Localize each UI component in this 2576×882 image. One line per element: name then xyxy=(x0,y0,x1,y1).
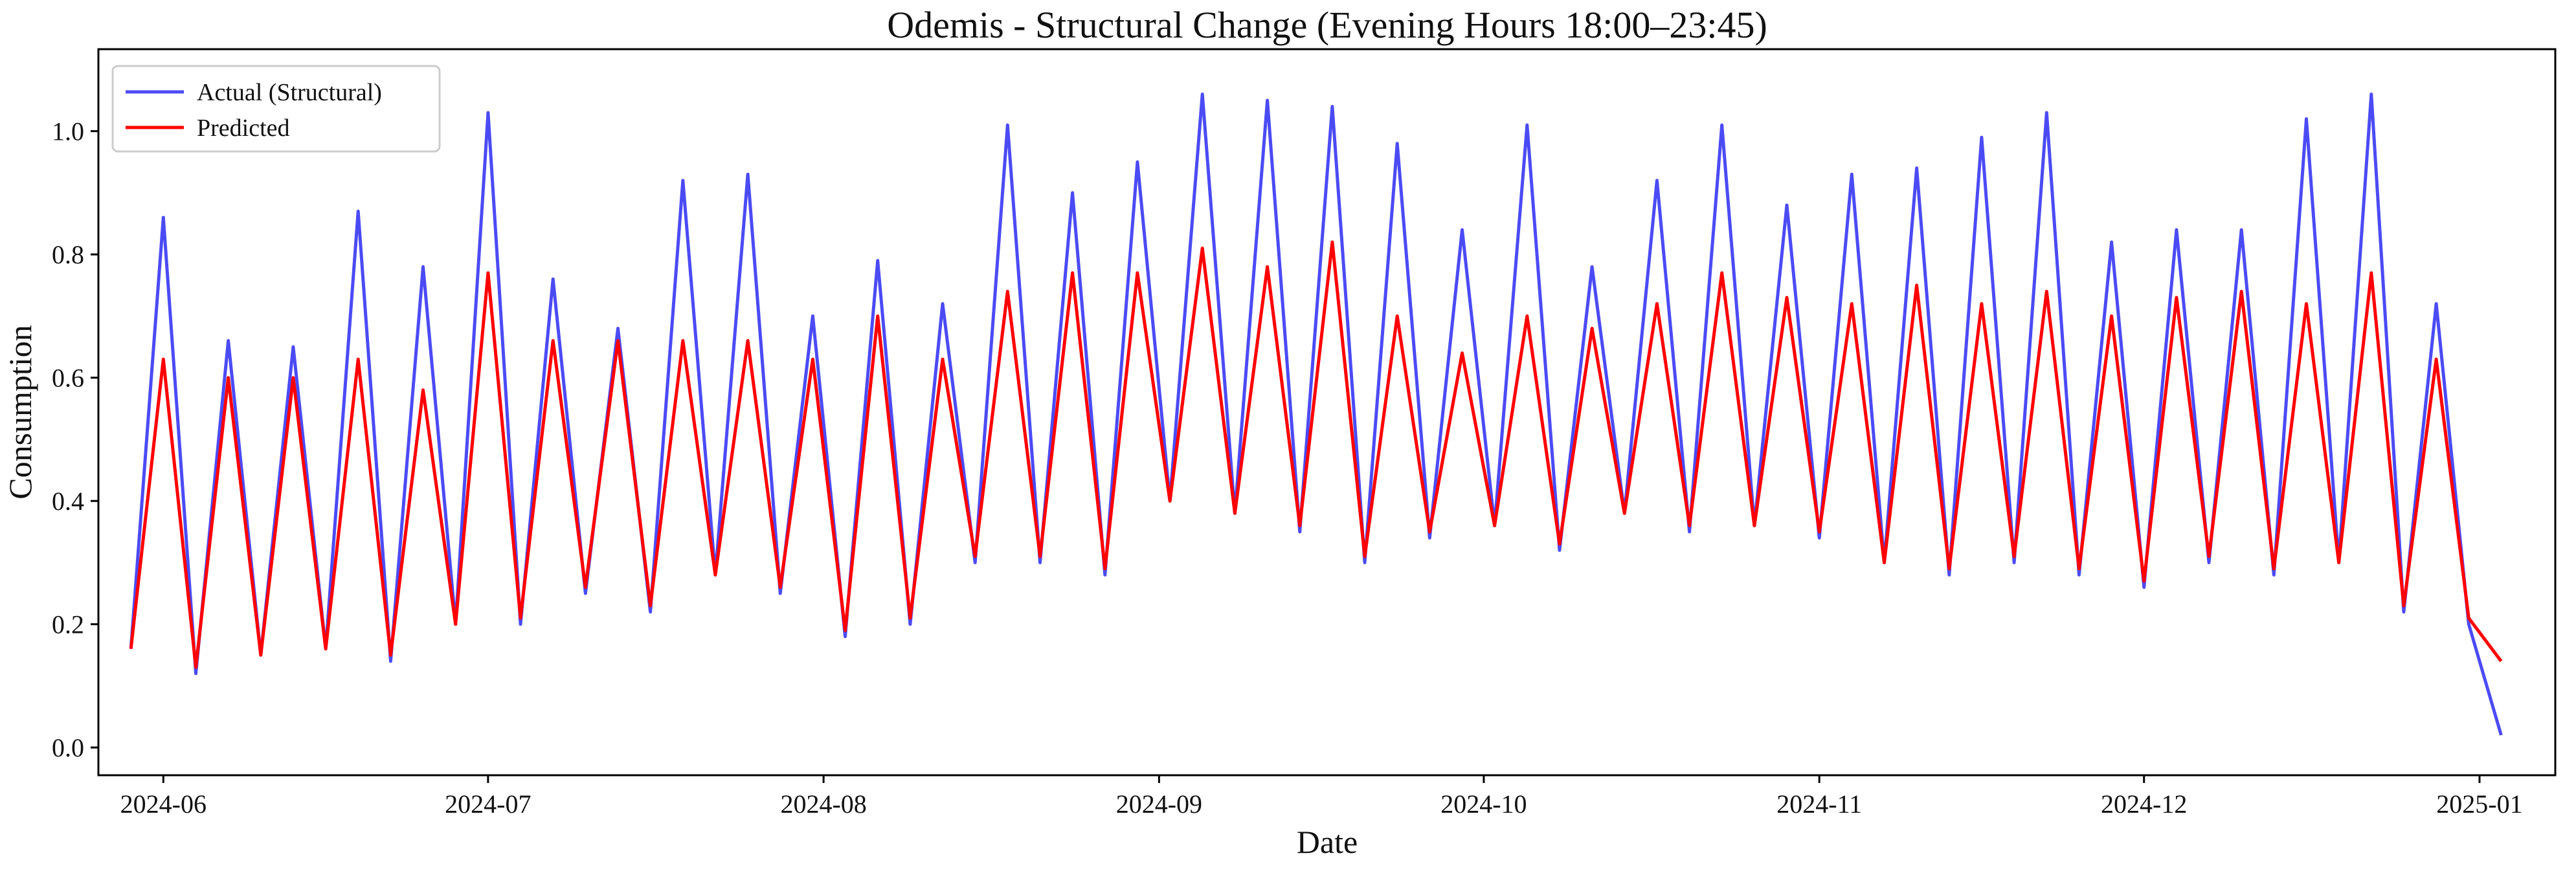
x-tick-label: 2024-12 xyxy=(2101,789,2187,819)
series-line xyxy=(129,240,2503,669)
x-axis-label: Date xyxy=(1297,824,1358,860)
x-tick-label: 2024-06 xyxy=(120,789,207,819)
plot-frame xyxy=(97,48,2557,777)
y-tick-label: 0.4 xyxy=(52,487,84,516)
series-line xyxy=(129,93,2503,736)
x-tick-label: 2024-08 xyxy=(780,789,866,819)
y-tick-label: 0.0 xyxy=(52,733,84,762)
x-tick-label: 2024-11 xyxy=(1776,789,1862,819)
y-axis-label: Consumption xyxy=(2,325,38,499)
x-tick-label: 2024-09 xyxy=(1116,789,1202,819)
legend-box xyxy=(111,65,441,153)
y-tick-label: 0.2 xyxy=(52,610,84,639)
legend-label: Actual (Structural) xyxy=(197,79,382,106)
y-tick-label: 0.8 xyxy=(52,240,84,269)
legend-label: Predicted xyxy=(197,115,290,142)
chart-title: Odemis - Structural Change (Evening Hour… xyxy=(887,4,1767,46)
x-tick-label: 2024-07 xyxy=(445,789,531,819)
y-tick-label: 1.0 xyxy=(52,117,84,146)
x-tick-label: 2025-01 xyxy=(2436,789,2522,819)
x-tick-label: 2024-10 xyxy=(1440,789,1527,819)
y-tick-label: 0.6 xyxy=(52,364,84,393)
